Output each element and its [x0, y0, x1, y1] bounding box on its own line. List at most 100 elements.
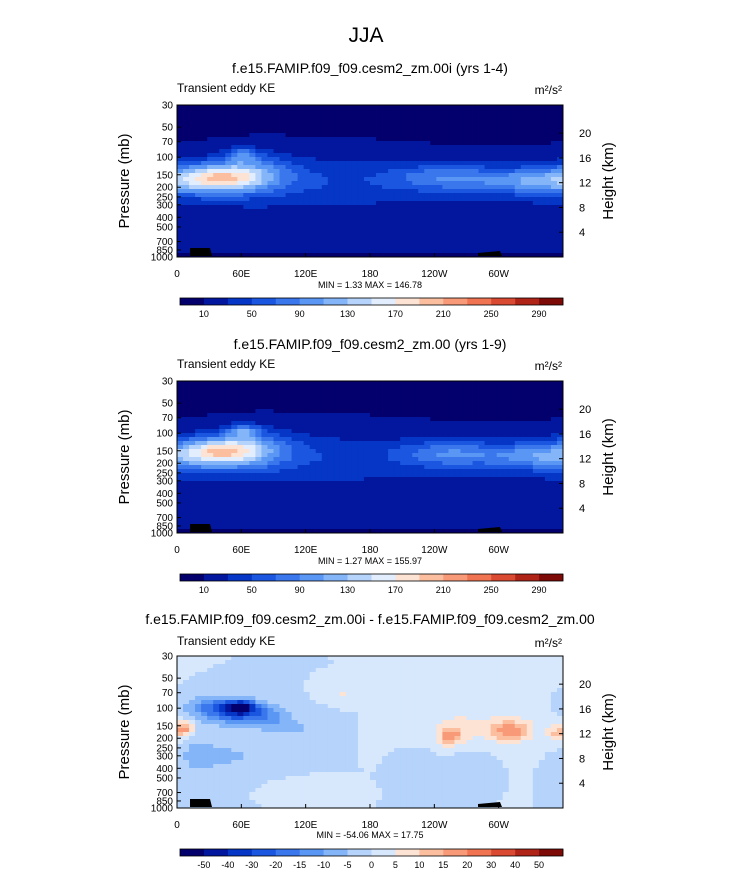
- heatmap-cell: [315, 381, 323, 386]
- heatmap-cell: [321, 485, 329, 490]
- heatmap-cell: [267, 493, 274, 498]
- heatmap-cell: [388, 157, 395, 162]
- heatmap-cell: [285, 493, 292, 498]
- heatmap-cell: [297, 117, 305, 122]
- heatmap-cell: [351, 117, 359, 122]
- heatmap-cell: [466, 109, 473, 114]
- heatmap-cell: [315, 185, 323, 190]
- heatmap-cell: [454, 525, 461, 530]
- heatmap-cell: [285, 401, 292, 406]
- heatmap-cell: [225, 505, 232, 510]
- heatmap-cell: [412, 225, 419, 230]
- heatmap-cell: [520, 493, 528, 498]
- heatmap-cell: [400, 453, 407, 458]
- heatmap-cell: [363, 405, 371, 410]
- heatmap-cell: [424, 241, 431, 246]
- heatmap-cell: [261, 125, 268, 130]
- heatmap-cell: [430, 205, 437, 210]
- heatmap-cell: [454, 453, 461, 458]
- heatmap-cell: [406, 421, 413, 426]
- heatmap-cell: [183, 245, 190, 250]
- heatmap-cell: [496, 233, 504, 238]
- heatmap-cell: [490, 441, 498, 446]
- heatmap-cell: [321, 521, 329, 526]
- heatmap-cell: [285, 209, 292, 214]
- heatmap-cell: [237, 409, 244, 414]
- heatmap-cell: [231, 425, 238, 430]
- heatmap-cell: [243, 445, 250, 450]
- heatmap-cell: [514, 517, 522, 522]
- heatmap-cell: [400, 509, 407, 514]
- heatmap-cell: [339, 485, 347, 490]
- heatmap-cell: [454, 169, 461, 174]
- heatmap-cell: [544, 473, 552, 478]
- heatmap-cell: [472, 213, 479, 218]
- heatmap-cell: [514, 477, 522, 482]
- heatmap-cell: [544, 509, 552, 514]
- heatmap-cell: [418, 469, 425, 474]
- heatmap-cell: [261, 489, 268, 494]
- heatmap-cell: [231, 405, 238, 410]
- heatmap-cell: [376, 173, 383, 178]
- heatmap-cell: [496, 505, 504, 510]
- heatmap-cell: [345, 189, 353, 194]
- heatmap-cell: [255, 509, 262, 514]
- heatmap-cell: [424, 137, 431, 142]
- heatmap-cell: [273, 453, 280, 458]
- heatmap-cell: [370, 417, 377, 422]
- heatmap-cell: [207, 137, 214, 142]
- heatmap-cell: [309, 213, 317, 218]
- heatmap-cell: [514, 529, 522, 534]
- heatmap-cell: [400, 461, 407, 466]
- heatmap-cell: [297, 521, 305, 526]
- heatmap-cell: [255, 461, 262, 466]
- heatmap-cell: [297, 413, 305, 418]
- heatmap-cell: [490, 249, 498, 254]
- heatmap-cell: [556, 105, 564, 110]
- heatmap-cell: [321, 161, 329, 166]
- heatmap-cell: [430, 489, 437, 494]
- heatmap-cell: [339, 233, 347, 238]
- heatmap-cell: [550, 193, 558, 198]
- heatmap-cell: [363, 133, 371, 138]
- heatmap-cell: [267, 213, 274, 218]
- heatmap-cell: [213, 385, 220, 390]
- heatmap-cell: [382, 489, 389, 494]
- heatmap-cell: [333, 397, 341, 402]
- heatmap-cell: [460, 461, 467, 466]
- heatmap-cell: [508, 441, 516, 446]
- heatmap-cell: [339, 241, 347, 246]
- heatmap-cell: [357, 169, 365, 174]
- heatmap-cell: [303, 385, 311, 390]
- heatmap-cell: [291, 493, 299, 498]
- heatmap-cell: [207, 125, 214, 130]
- heatmap-cell: [189, 221, 196, 226]
- heatmap-cell: [321, 457, 329, 462]
- heatmap-cell: [183, 185, 190, 190]
- heatmap-cell: [285, 437, 292, 442]
- heatmap-cell: [273, 481, 280, 486]
- heatmap-cell: [255, 501, 262, 506]
- heatmap-cell: [309, 125, 317, 130]
- heatmap-cell: [279, 397, 286, 402]
- heatmap-cell: [424, 461, 431, 466]
- heatmap-cell: [255, 241, 262, 246]
- heatmap-cell: [520, 113, 528, 118]
- heatmap-cell: [448, 449, 455, 454]
- heatmap-cell: [243, 453, 250, 458]
- heatmap-cell: [207, 169, 214, 174]
- heatmap-cell: [345, 221, 353, 226]
- heatmap-cell: [448, 245, 455, 250]
- heatmap-cell: [345, 181, 353, 186]
- heatmap-cell: [424, 165, 431, 170]
- heatmap-cell: [273, 189, 280, 194]
- heatmap-cell: [484, 513, 492, 518]
- heatmap-cell: [496, 473, 504, 478]
- heatmap-cell: [357, 381, 365, 386]
- heatmap-cell: [339, 161, 347, 166]
- heatmap-cell: [201, 421, 208, 426]
- heatmap-cell: [273, 501, 280, 506]
- heatmap-cell: [327, 125, 335, 130]
- heatmap-cell: [249, 141, 256, 146]
- heatmap-cell: [406, 237, 413, 242]
